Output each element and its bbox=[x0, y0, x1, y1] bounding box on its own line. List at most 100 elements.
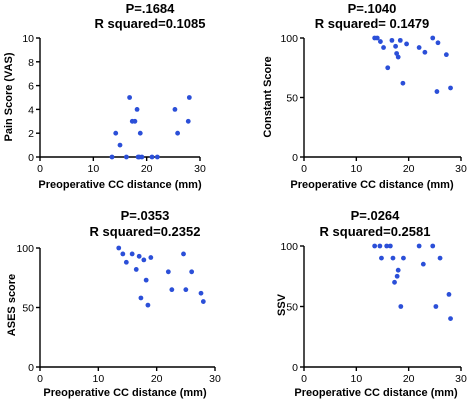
x-axis-label: Preoperative CC distance (mm) bbox=[290, 179, 454, 191]
p-value-title: P=.1040 bbox=[348, 1, 397, 16]
data-point bbox=[385, 65, 391, 71]
r-squared-title: R squared=0.2581 bbox=[320, 224, 431, 239]
x-tick-label: 20 bbox=[141, 163, 153, 175]
y-tick-label: 0 bbox=[292, 362, 298, 374]
y-tick-label: 100 bbox=[280, 241, 298, 253]
y-tick-label: 2 bbox=[28, 128, 34, 140]
x-axis-label: Preoperative CC distance (mm) bbox=[43, 387, 207, 399]
y-axis-label: Constant Score bbox=[262, 56, 274, 137]
data-point bbox=[172, 107, 178, 112]
data-point bbox=[138, 295, 144, 301]
data-point bbox=[395, 54, 401, 60]
data-point bbox=[129, 251, 135, 257]
data-point bbox=[430, 35, 436, 41]
data-point bbox=[401, 255, 406, 261]
data-point bbox=[109, 154, 115, 160]
data-point bbox=[397, 37, 403, 43]
y-axis-label: Pain Score (VAS) bbox=[3, 52, 15, 141]
data-point bbox=[422, 49, 428, 55]
plot-area: 0 50 100 0 10 20 30 bbox=[16, 243, 221, 385]
data-point bbox=[448, 85, 453, 91]
data-point bbox=[443, 52, 449, 58]
data-point bbox=[392, 279, 397, 285]
data-point bbox=[390, 255, 396, 261]
data-point bbox=[189, 269, 195, 275]
data-point bbox=[430, 243, 436, 249]
data-point bbox=[381, 45, 386, 50]
data-point bbox=[186, 95, 192, 100]
data-point bbox=[175, 130, 181, 136]
x-tick-label: 10 bbox=[350, 373, 362, 385]
panel-ssv: P=.0264 R squared=0.2581 SSV Preoperativ… bbox=[276, 208, 467, 399]
data-point bbox=[446, 292, 452, 297]
panel-ases-score: P=.0353 R squared=0.2352 ASES score Preo… bbox=[6, 208, 221, 399]
y-tick-label: 50 bbox=[22, 303, 34, 315]
data-point bbox=[398, 304, 404, 309]
data-point bbox=[165, 269, 171, 275]
plot-area: 0 50 100 0 10 20 30 bbox=[280, 33, 467, 175]
y-tick-label: 50 bbox=[286, 93, 298, 105]
data-point bbox=[148, 255, 154, 260]
data-point bbox=[127, 95, 132, 100]
y-tick-label: 6 bbox=[28, 81, 34, 93]
data-point bbox=[141, 257, 147, 263]
x-tick-label: 0 bbox=[301, 163, 307, 175]
data-point bbox=[404, 41, 409, 47]
plot-area: 0 2 4 6 8 10 0 10 20 30 bbox=[22, 33, 206, 175]
x-tick-label: 0 bbox=[301, 373, 307, 385]
data-point bbox=[372, 243, 378, 249]
x-axis-label: Preoperative CC distance (mm) bbox=[38, 179, 202, 191]
data-point bbox=[374, 35, 380, 41]
x-axis-label: Preoperative CC distance (mm) bbox=[294, 387, 458, 399]
data-point bbox=[384, 243, 390, 249]
data-point bbox=[433, 304, 439, 309]
r-squared-title: R squared= 0.1479 bbox=[315, 16, 430, 31]
x-tick-label: 20 bbox=[151, 373, 163, 385]
x-tick-label: 20 bbox=[403, 373, 415, 385]
y-tick-label: 0 bbox=[28, 362, 34, 374]
x-tick-label: 10 bbox=[92, 373, 104, 385]
data-point bbox=[377, 243, 383, 249]
y-axis-label: SSV bbox=[276, 293, 288, 316]
data-point bbox=[389, 37, 395, 43]
data-point bbox=[400, 80, 406, 86]
data-point bbox=[137, 130, 143, 136]
r-squared-title: R squared=0.2352 bbox=[90, 224, 201, 239]
data-point bbox=[416, 45, 422, 50]
data-point bbox=[200, 299, 206, 304]
data-point bbox=[416, 243, 422, 249]
data-point bbox=[420, 261, 426, 267]
x-tick-label: 30 bbox=[194, 163, 206, 175]
data-point bbox=[133, 267, 139, 272]
panel-pain-score: P=.1684 R squared=0.1085 Pain Score (VAS… bbox=[3, 1, 206, 191]
x-tick-label: 30 bbox=[455, 163, 467, 175]
data-point bbox=[113, 130, 119, 136]
y-tick-label: 100 bbox=[16, 243, 34, 255]
y-tick-label: 8 bbox=[28, 57, 34, 69]
data-point bbox=[149, 154, 155, 160]
y-tick-label: 50 bbox=[286, 302, 298, 314]
y-tick-label: 4 bbox=[28, 104, 34, 116]
x-tick-label: 20 bbox=[403, 163, 415, 175]
x-tick-label: 0 bbox=[37, 373, 43, 385]
x-tick-label: 30 bbox=[209, 373, 221, 385]
data-point bbox=[143, 277, 149, 283]
data-point bbox=[117, 142, 123, 148]
data-point bbox=[437, 255, 443, 261]
x-tick-label: 0 bbox=[37, 163, 43, 175]
data-point bbox=[434, 89, 440, 94]
data-point bbox=[139, 154, 145, 160]
data-point bbox=[169, 287, 175, 293]
x-tick-label: 30 bbox=[455, 373, 467, 385]
p-value-title: P=.0353 bbox=[121, 208, 170, 223]
y-tick-label: 100 bbox=[280, 33, 298, 45]
data-point bbox=[448, 316, 453, 321]
x-tick-label: 10 bbox=[87, 163, 99, 175]
p-value-title: P=.0264 bbox=[351, 208, 401, 223]
data-point bbox=[154, 154, 160, 160]
data-point bbox=[181, 251, 186, 257]
y-tick-label: 0 bbox=[28, 152, 34, 164]
data-point bbox=[379, 255, 384, 261]
data-point bbox=[134, 107, 140, 112]
